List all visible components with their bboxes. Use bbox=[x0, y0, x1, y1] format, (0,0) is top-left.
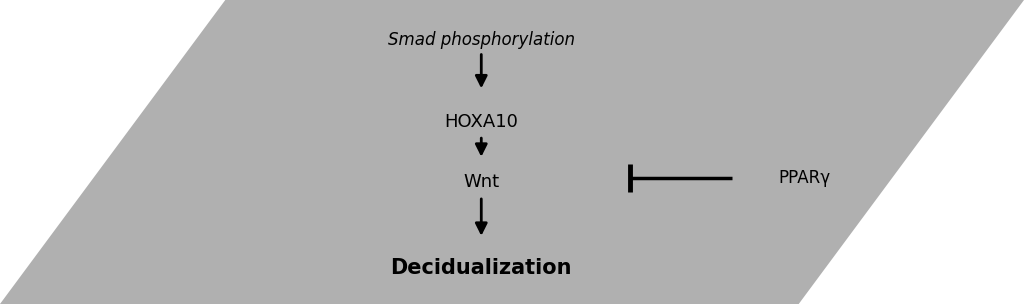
Text: PPARγ: PPARγ bbox=[778, 169, 830, 187]
Text: Wnt: Wnt bbox=[463, 173, 500, 192]
Text: Decidualization: Decidualization bbox=[390, 257, 572, 278]
Text: HOXA10: HOXA10 bbox=[444, 112, 518, 131]
Text: Smad phosphorylation: Smad phosphorylation bbox=[388, 30, 574, 49]
